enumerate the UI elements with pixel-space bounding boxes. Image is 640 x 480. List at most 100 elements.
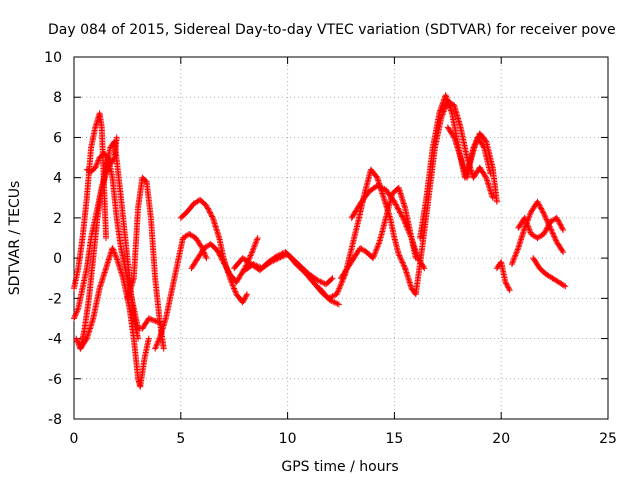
y-tick-label: 4 (53, 171, 62, 187)
data-point (93, 161, 100, 168)
data-point (559, 247, 566, 254)
x-tick-label: 5 (176, 431, 185, 447)
data-point (489, 194, 496, 201)
data-point (202, 253, 209, 260)
series-arc-8 (177, 196, 250, 306)
data-point (502, 279, 509, 286)
data-point (373, 173, 380, 180)
data-point (380, 185, 386, 192)
data-point (254, 263, 261, 270)
data-point (333, 291, 340, 298)
data-point (241, 295, 248, 302)
data-point (243, 292, 250, 299)
data-point (548, 226, 554, 233)
data-point (377, 184, 384, 191)
data-point (205, 206, 212, 213)
y-tick-label: -8 (48, 412, 62, 428)
x-tick-label: 20 (492, 431, 510, 447)
series-arc-20 (515, 214, 567, 241)
data-point (510, 258, 516, 265)
data-point (406, 230, 413, 237)
data-point (526, 228, 533, 235)
data-point (539, 208, 546, 215)
data-point (224, 265, 231, 272)
data-point (328, 276, 335, 283)
data-point (560, 227, 567, 233)
data-point (534, 198, 541, 205)
data-point (538, 206, 545, 213)
data-point (543, 227, 550, 233)
y-tick-label: -6 (48, 372, 62, 388)
data-point (337, 282, 344, 289)
data-point (111, 249, 118, 256)
data-points (71, 92, 569, 390)
data-point (370, 253, 377, 260)
data-point (392, 201, 399, 208)
data-point (472, 140, 479, 147)
data-point (318, 279, 325, 286)
data-point (493, 198, 500, 205)
data-point (556, 220, 563, 227)
data-point (335, 287, 342, 293)
data-point (406, 229, 412, 236)
data-point (111, 250, 118, 257)
data-point (330, 298, 337, 305)
y-tick-label: 8 (53, 90, 62, 106)
data-point (514, 246, 521, 253)
data-point (103, 235, 109, 241)
data-point (73, 337, 80, 343)
data-point (273, 256, 280, 263)
data-point (251, 242, 258, 249)
y-tick-label: 0 (53, 251, 62, 267)
data-point (506, 285, 512, 292)
data-point (329, 293, 336, 300)
data-point (207, 210, 214, 217)
data-point (335, 301, 342, 308)
data-point (160, 345, 167, 352)
data-point (208, 212, 215, 219)
data-point (83, 166, 90, 173)
data-point (152, 345, 159, 352)
data-point (142, 177, 149, 184)
data-point (155, 337, 162, 343)
data-point (473, 137, 480, 144)
data-point (544, 224, 551, 231)
series-arc-21 (530, 255, 569, 290)
data-point (471, 141, 478, 148)
data-point (73, 309, 80, 316)
data-point (400, 262, 407, 269)
data-point (561, 282, 567, 289)
series-arc-19 (508, 198, 567, 268)
data-point (511, 253, 518, 260)
data-point (214, 247, 221, 254)
data-point (331, 299, 338, 306)
data-point (395, 205, 401, 212)
data-point (110, 246, 117, 253)
data-point (378, 184, 385, 191)
data-point (527, 210, 534, 217)
data-point (553, 237, 560, 244)
data-point (267, 259, 274, 266)
data-point (204, 205, 211, 212)
data-point (73, 335, 80, 342)
data-point (71, 315, 77, 322)
data-point (545, 221, 552, 228)
data-point (538, 205, 545, 212)
data-point (397, 255, 404, 262)
data-point (522, 216, 529, 223)
data-point (94, 160, 101, 167)
data-point (542, 215, 549, 222)
series-arc-11 (241, 251, 342, 308)
axes (73, 56, 609, 420)
data-point (113, 253, 120, 260)
data-point (474, 134, 481, 141)
data-point (203, 255, 210, 262)
data-point (513, 249, 520, 256)
data-point (241, 296, 248, 303)
data-point (214, 248, 221, 255)
data-point (540, 210, 547, 217)
data-point (399, 213, 406, 220)
series-arc-9 (188, 235, 261, 286)
data-point (555, 217, 562, 224)
data-point (374, 182, 381, 189)
